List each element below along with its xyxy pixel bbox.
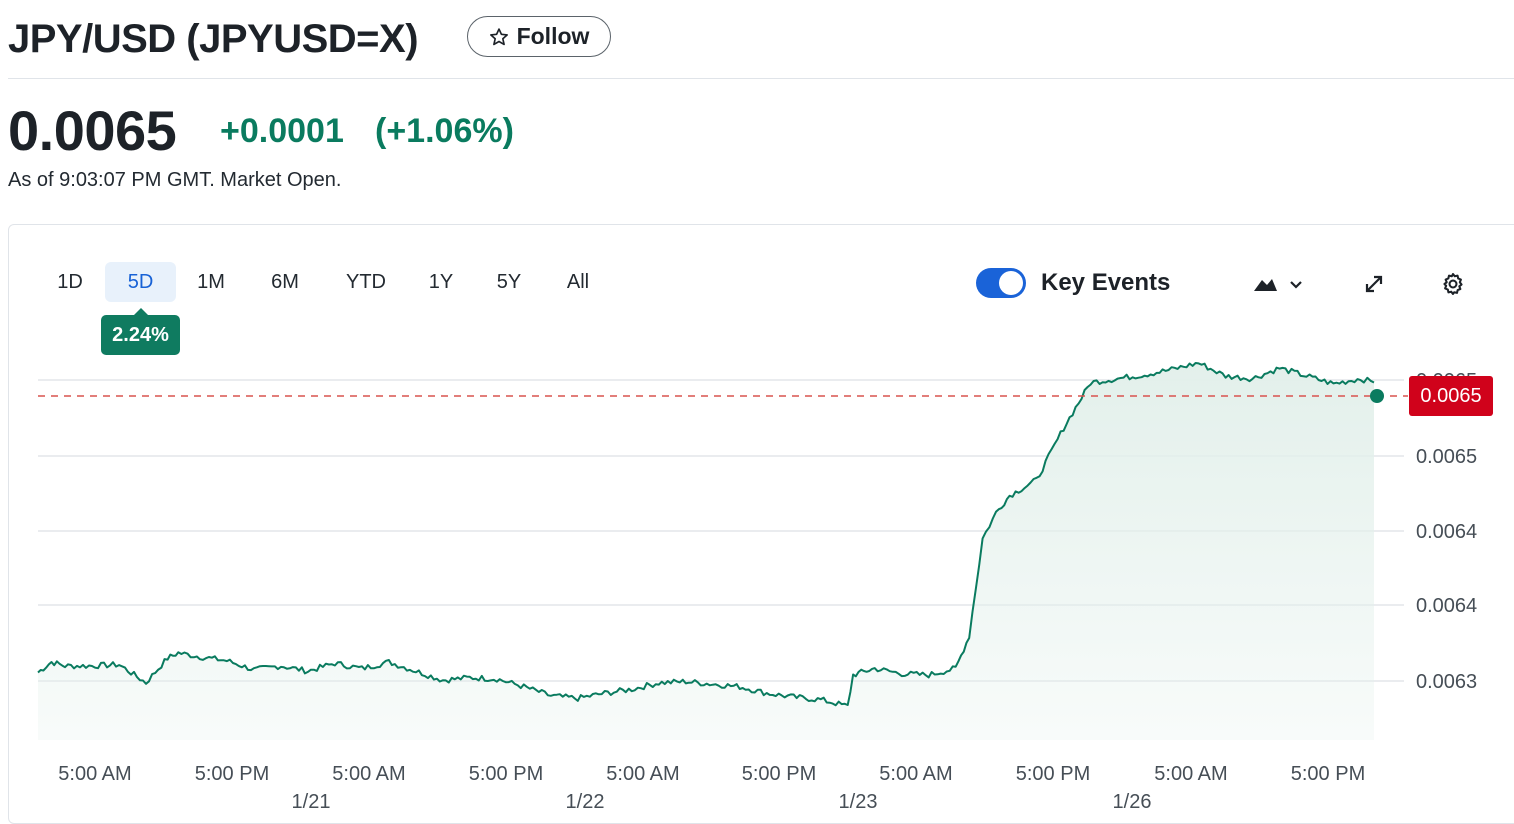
y-tick-label: 0.0065 [1416, 446, 1477, 468]
settings-button[interactable] [1434, 266, 1472, 302]
y-tick-label: 0.0064 [1416, 521, 1477, 543]
x-tick-label: 5:00 PM [1291, 763, 1365, 785]
header-divider [8, 78, 1514, 79]
x-tick-label: 5:00 PM [742, 763, 816, 785]
price-change: +0.0001 [220, 112, 344, 150]
page-header: JPY/USD (JPYUSD=X) [8, 12, 419, 66]
range-1d[interactable]: 1D [57, 270, 83, 293]
range-all[interactable]: All [566, 270, 590, 293]
x-tick-label: 5:00 AM [1154, 763, 1227, 785]
mountain-chart-icon [1254, 279, 1302, 291]
current-price: 0.0065 [8, 99, 177, 162]
gear-icon [1443, 273, 1463, 295]
x-tick-label: 5:00 AM [879, 763, 952, 785]
as-of-timestamp: As of 9:03:07 PM GMT. Market Open. [8, 169, 342, 191]
range-6m[interactable]: 6M [271, 270, 299, 293]
y-tick-label: 0.0064 [1416, 595, 1477, 617]
range-5d[interactable]: 5D [105, 262, 176, 302]
expand-button[interactable] [1356, 266, 1392, 302]
follow-button[interactable]: Follow [467, 16, 611, 57]
range-1m[interactable]: 1M [197, 270, 225, 293]
last-price-dot [1370, 389, 1384, 403]
key-events-toggle[interactable] [976, 268, 1026, 298]
star-icon [489, 27, 508, 45]
key-events-label: Key Events [1041, 269, 1171, 296]
x-date-label: 1/21 [292, 791, 331, 813]
x-tick-label: 5:00 PM [195, 763, 269, 785]
x-date-label: 1/22 [566, 791, 605, 813]
series-area [38, 363, 1374, 740]
x-date-label: 1/26 [1113, 791, 1152, 813]
y-tick-label: 0.0063 [1416, 671, 1477, 693]
price-change-percent: (+1.06%) [375, 112, 514, 150]
range-performance-badge: 2.24% [101, 308, 180, 355]
expand-icon [1365, 275, 1383, 293]
x-tick-label: 5:00 AM [58, 763, 131, 785]
range-1y[interactable]: 1Y [428, 270, 454, 293]
range-ytd[interactable]: YTD [346, 270, 386, 293]
current-price-tag: 0.0065 [1409, 376, 1493, 416]
page-title: JPY/USD (JPYUSD=X) [8, 16, 419, 61]
x-date-label: 1/23 [839, 791, 878, 813]
range-5y[interactable]: 5Y [496, 270, 522, 293]
x-tick-label: 5:00 PM [1016, 763, 1090, 785]
x-tick-label: 5:00 PM [469, 763, 543, 785]
follow-label: Follow [516, 23, 590, 49]
x-tick-label: 5:00 AM [332, 763, 405, 785]
chart-type-button[interactable] [1248, 266, 1308, 302]
toggle-knob [999, 271, 1023, 295]
series-line [37, 362, 1375, 707]
x-tick-label: 5:00 AM [606, 763, 679, 785]
